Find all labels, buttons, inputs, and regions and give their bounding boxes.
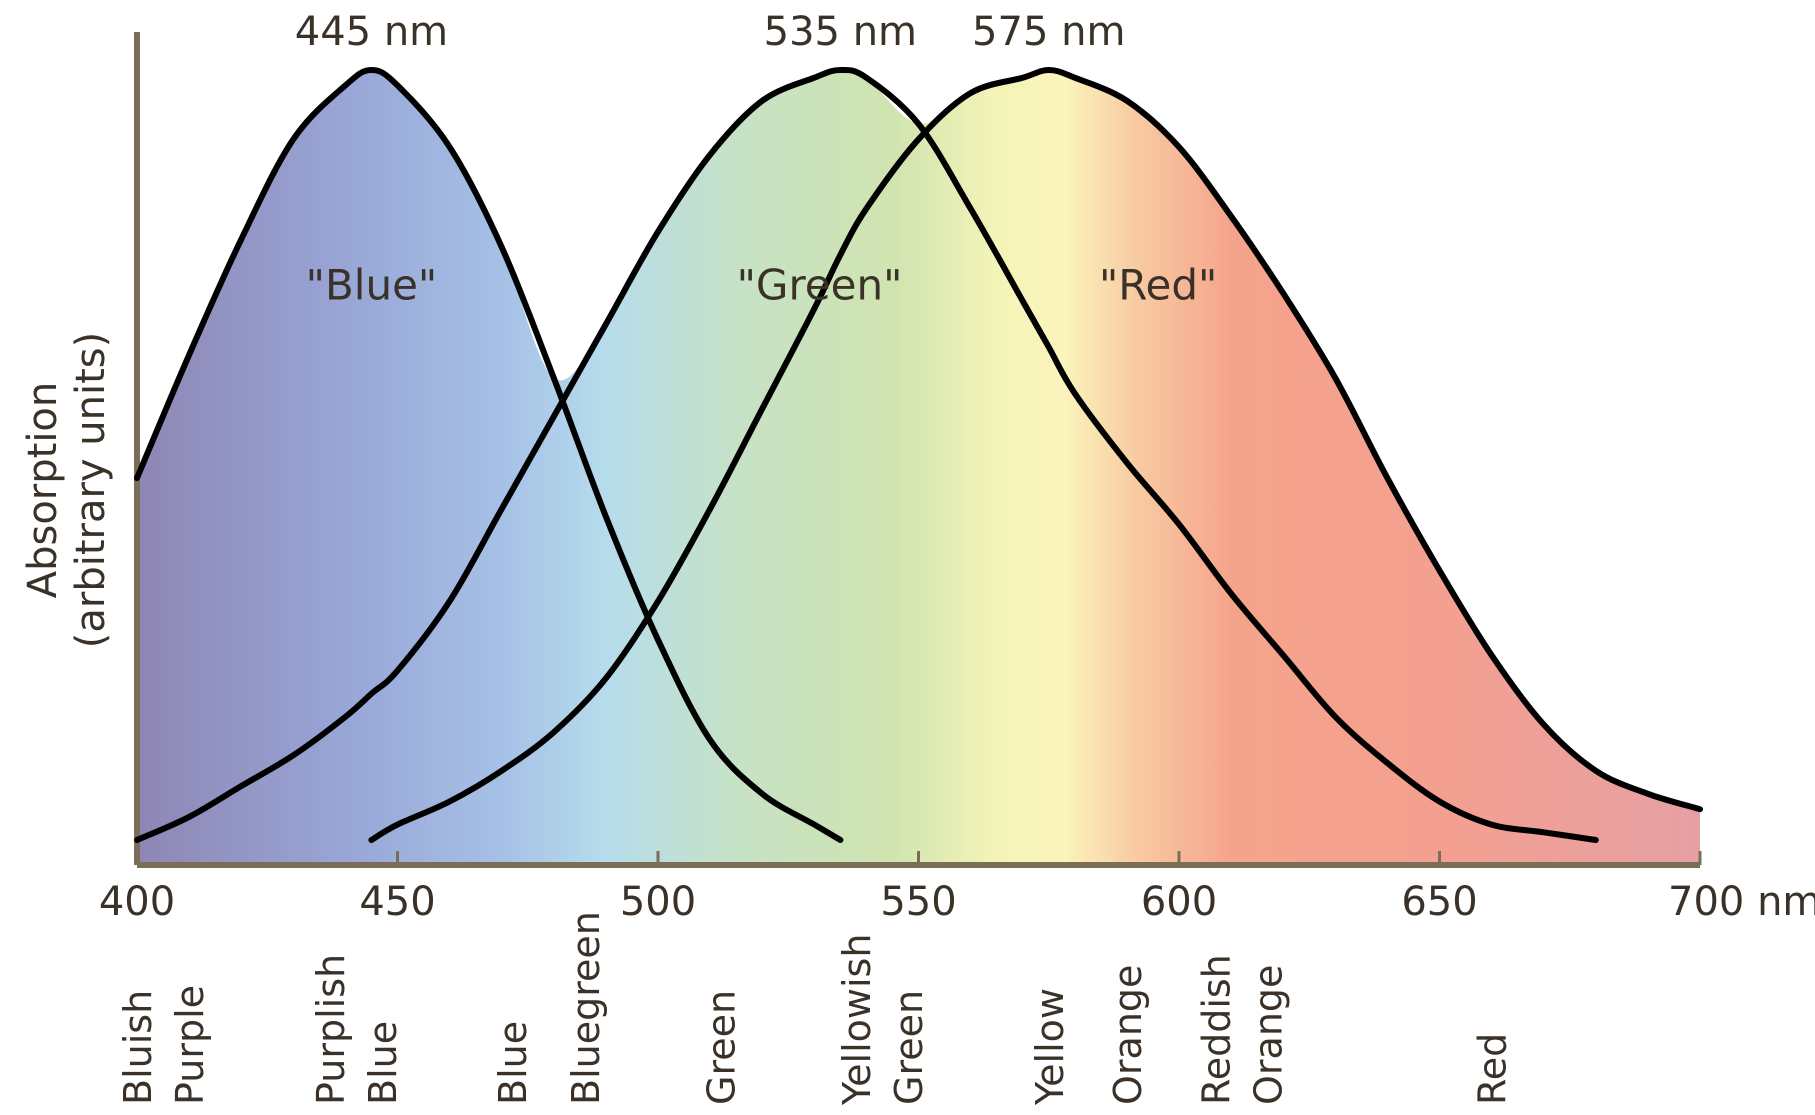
x-ticks: 400 450 500 550 600 650 700 nm [99,851,1815,925]
color-name-label: Purple [168,985,212,1105]
series-name-label: "Blue" [306,261,438,310]
series-name-label: "Red" [1099,261,1217,310]
color-name-label: Blue [361,1021,405,1105]
x-tick-label: 700 nm [1668,879,1815,925]
x-tick-label: 450 [359,879,435,925]
color-name-label: Yellowish [835,934,879,1106]
series-line-0 [134,67,844,843]
x-tick-label: 550 [880,879,956,925]
series-line-2 [368,67,1703,843]
color-name-label: Green [700,990,744,1105]
x-tick-label: 500 [620,879,696,925]
color-name-label: Reddish [1195,954,1239,1105]
spectrum-fill-layer [137,69,1700,865]
color-name-label: Red [1471,1033,1515,1105]
x-tick-label: 400 [99,879,175,925]
y-axis-label-main: Absorption [20,382,66,599]
color-name-label: Purplish [309,954,353,1105]
color-name-label: Bluegreen [564,911,608,1105]
peak-label: 535 nm [764,9,917,55]
y-axis-label: Absorption (arbitrary units) [20,332,114,648]
color-name-labels: Bluish Purple Purplish Blue Blue Bluegreen Gre… [116,911,1515,1106]
x-tick-label: 600 [1141,879,1217,925]
x-tick-label: 650 [1401,879,1477,925]
series-name-label: "Green" [737,261,903,310]
color-name-label: Orange [1247,965,1291,1105]
color-name-label: Orange [1106,965,1150,1105]
peak-label: 445 nm [295,9,448,55]
curve-labels: 445 nm "Blue" 535 nm "Green" 575 nm "Red" [295,9,1218,310]
curves [134,66,1703,843]
y-axis-label-units: (arbitrary units) [68,332,114,648]
series-line-1 [134,66,1599,843]
color-name-label: Yellow [1028,988,1072,1106]
peak-label: 575 nm [972,9,1125,55]
color-name-label: Blue [491,1021,535,1105]
color-name-label: Green [887,990,931,1105]
color-name-label: Bluish [116,990,160,1105]
axes: 400 450 500 550 600 650 700 nm [99,32,1815,925]
spectrum-fill [137,69,1700,865]
